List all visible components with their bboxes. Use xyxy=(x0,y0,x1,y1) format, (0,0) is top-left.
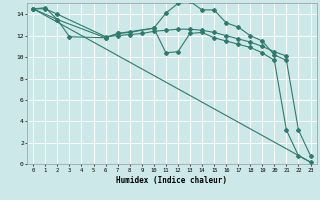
X-axis label: Humidex (Indice chaleur): Humidex (Indice chaleur) xyxy=(116,176,228,185)
